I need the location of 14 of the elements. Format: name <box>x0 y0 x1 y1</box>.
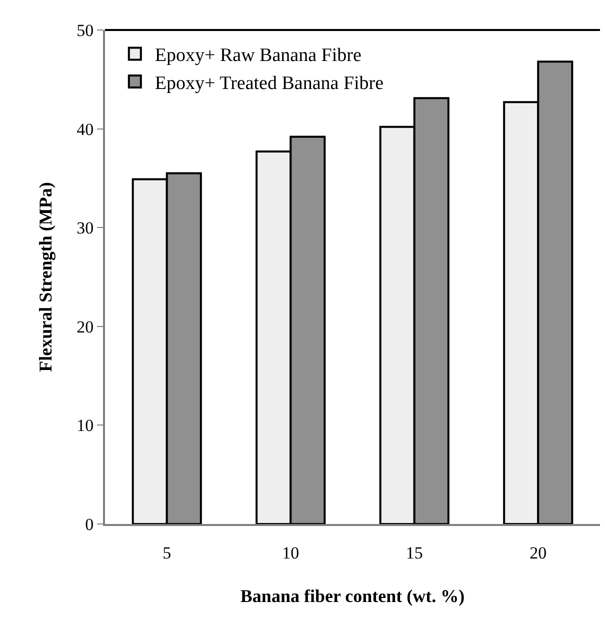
x-tick-label: 15 <box>406 543 423 562</box>
x-tick-label: 10 <box>282 543 300 562</box>
y-tick-label: 40 <box>76 120 94 139</box>
x-tick-label: 20 <box>530 543 547 562</box>
x-axis-title: Banana fiber content (wt. %) <box>240 586 465 606</box>
y-tick-label: 20 <box>76 317 94 336</box>
x-tick-label: 5 <box>162 543 172 562</box>
y-axis-title: Flexural Strength (MPa) <box>35 182 56 372</box>
y-tick-label: 50 <box>76 20 94 40</box>
y-tick-label: 30 <box>76 218 94 238</box>
legend-label: Epoxy+ Treated Banana Fibre <box>154 72 384 94</box>
y-tick-label: 10 <box>76 416 94 436</box>
legend-label: Epoxy+ Raw Banana Fibre <box>154 45 362 66</box>
y-tick-label: 0 <box>85 514 94 534</box>
